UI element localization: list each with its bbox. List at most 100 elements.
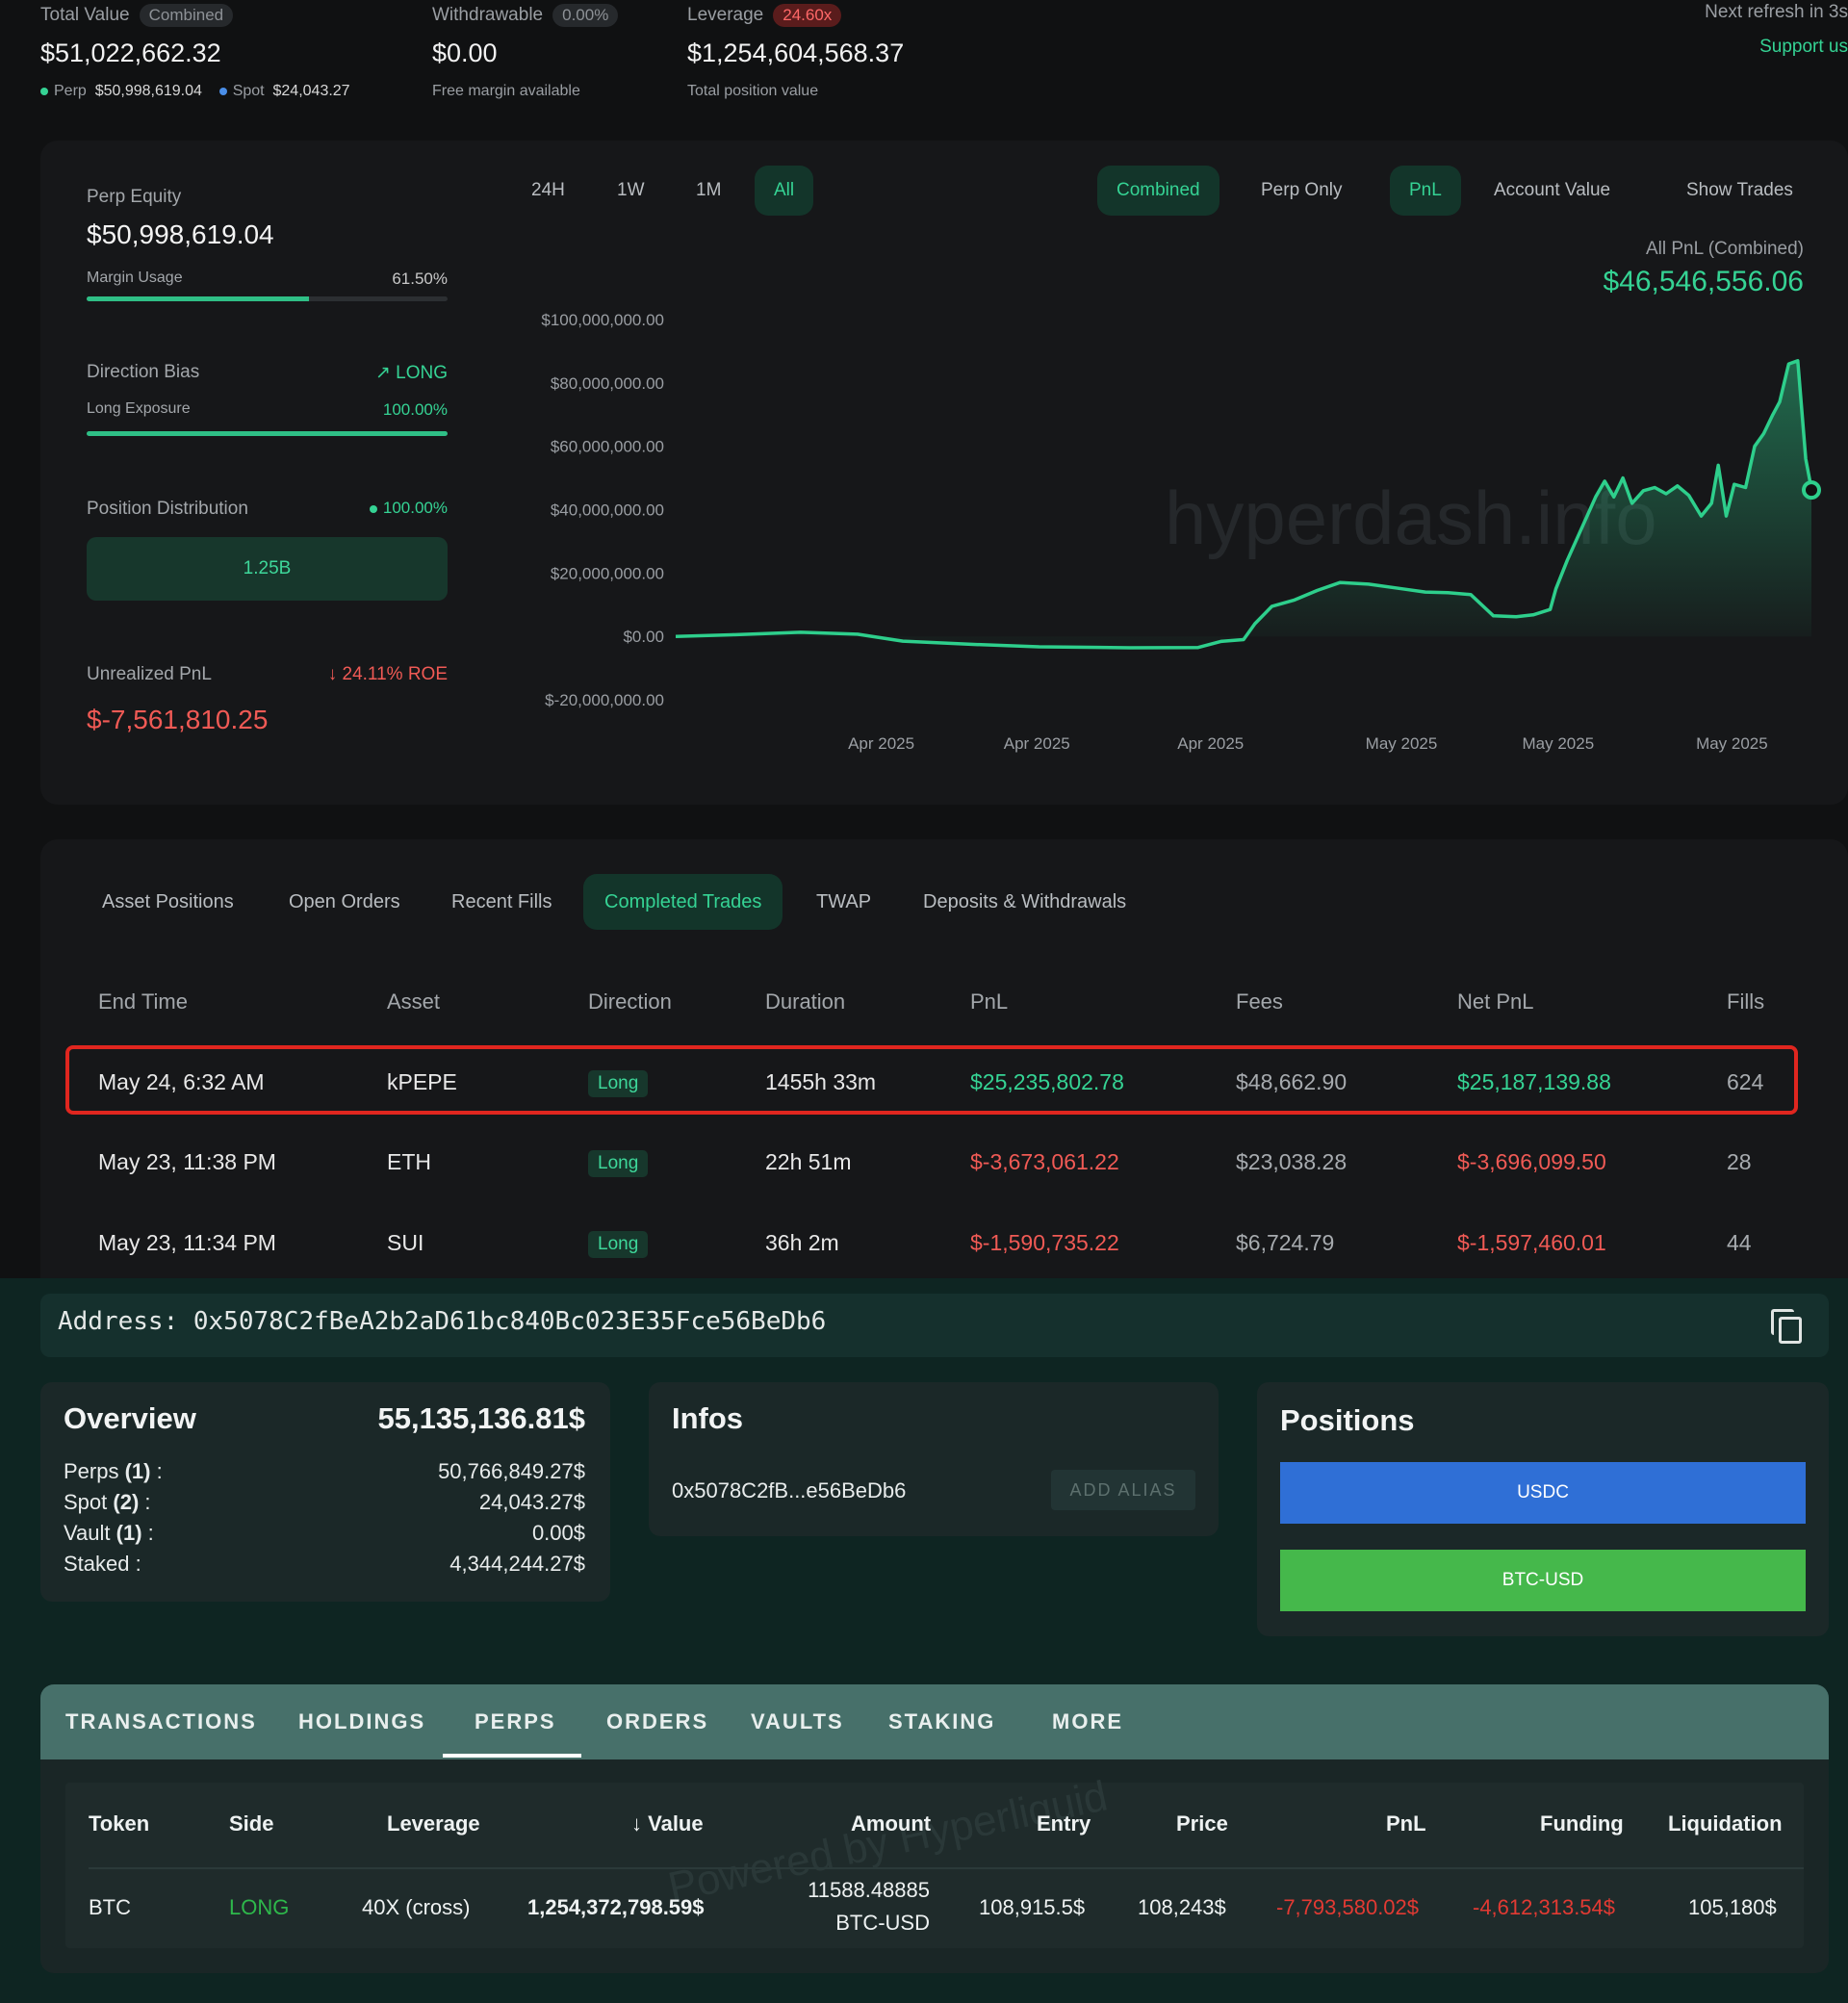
position-bar-btc-usd[interactable]: BTC-USD bbox=[1280, 1550, 1806, 1611]
add-alias-button[interactable]: ADD ALIAS bbox=[1051, 1470, 1195, 1510]
perps-label: Perps (1) : bbox=[64, 1459, 163, 1483]
x-tick-label: May 2025 bbox=[1366, 734, 1438, 753]
distribution-dot-icon bbox=[369, 504, 377, 513]
spot-label: Spot bbox=[232, 83, 265, 99]
positions-title: Positions bbox=[1280, 1403, 1415, 1437]
row-pnl: $-1,590,735.22 bbox=[970, 1230, 1119, 1255]
total-value-label-text: Total Value bbox=[40, 5, 130, 25]
tab-perps[interactable]: PERPS bbox=[475, 1709, 556, 1733]
spot-label: Spot (2) : bbox=[64, 1490, 151, 1514]
address-text[interactable]: Address: 0x5078C2fBeA2b2aD61bc840Bc023E3… bbox=[58, 1307, 827, 1336]
row-fills: 44 bbox=[1727, 1230, 1752, 1255]
tab-asset-positions[interactable]: Asset Positions bbox=[102, 891, 234, 912]
x-tick-label: May 2025 bbox=[1696, 734, 1768, 753]
perp-entry: 108,915.5$ bbox=[979, 1895, 1086, 1919]
vault-value: 0.00$ bbox=[531, 1521, 585, 1545]
row-asset: ETH bbox=[387, 1149, 431, 1174]
col-funding[interactable]: Funding bbox=[1540, 1811, 1624, 1836]
withdrawable-sub: Free margin available bbox=[432, 83, 580, 99]
unrealized-pnl-label: Unrealized PnL bbox=[87, 664, 212, 684]
table-divider bbox=[89, 1867, 1804, 1869]
staked-value: 4,344,244.27$ bbox=[449, 1552, 585, 1576]
y-tick-label: $20,000,000.00 bbox=[551, 564, 664, 582]
x-tick-label: Apr 2025 bbox=[1177, 734, 1244, 753]
col-asset[interactable]: Asset bbox=[387, 989, 441, 1014]
col-net-pnl[interactable]: Net PnL bbox=[1457, 989, 1534, 1014]
staked-label: Staked : bbox=[64, 1552, 141, 1576]
perps-label-text: Perps bbox=[64, 1459, 119, 1483]
spot-value: 24,043.27$ bbox=[478, 1490, 585, 1514]
show-trades-button[interactable]: Show Trades bbox=[1686, 180, 1793, 200]
col-entry[interactable]: Entry bbox=[1037, 1811, 1091, 1836]
perp-label: Perp bbox=[54, 83, 87, 99]
col-end-time[interactable]: End Time bbox=[98, 989, 188, 1014]
direction-bias-value: ↗ LONG bbox=[375, 362, 448, 384]
highlight-box bbox=[65, 1045, 1798, 1115]
direction-bias-label: Direction Bias bbox=[87, 362, 200, 382]
long-exposure-label: Long Exposure bbox=[87, 400, 191, 417]
x-tick-label: Apr 2025 bbox=[1004, 734, 1070, 753]
trades-card bbox=[40, 839, 1848, 1278]
range-24h-button[interactable]: 24H bbox=[531, 180, 565, 200]
col-pnl[interactable]: PnL bbox=[970, 989, 1009, 1014]
tab-recent-fills[interactable]: Recent Fills bbox=[451, 891, 552, 912]
support-link[interactable]: Support us bbox=[1759, 37, 1848, 57]
tab-transactions[interactable]: TRANSACTIONS bbox=[65, 1709, 257, 1733]
withdrawable-label-text: Withdrawable bbox=[432, 5, 544, 25]
tab-deposits-withdrawals[interactable]: Deposits & Withdrawals bbox=[923, 891, 1127, 912]
row-asset: kPEPE bbox=[387, 1069, 457, 1094]
col-token[interactable]: Token bbox=[89, 1811, 150, 1836]
col-fills[interactable]: Fills bbox=[1727, 989, 1765, 1014]
col-pnl[interactable]: PnL bbox=[1386, 1811, 1426, 1836]
tab-completed-trades[interactable]: Completed Trades bbox=[583, 874, 783, 930]
col-duration[interactable]: Duration bbox=[765, 989, 846, 1014]
margin-usage-label: Margin Usage bbox=[87, 270, 183, 286]
leverage-sub: Total position value bbox=[687, 83, 819, 99]
perp-only-button[interactable]: Perp Only bbox=[1261, 180, 1343, 200]
col-amount[interactable]: Amount bbox=[851, 1811, 932, 1836]
range-all-button[interactable]: All bbox=[755, 166, 814, 216]
spot-value: $24,043.27 bbox=[272, 83, 350, 99]
col-direction[interactable]: Direction bbox=[588, 989, 672, 1014]
col-side[interactable]: Side bbox=[229, 1811, 274, 1836]
col-fees[interactable]: Fees bbox=[1236, 989, 1283, 1014]
row-net-pnl: $-3,696,099.50 bbox=[1457, 1149, 1606, 1174]
pnl-line bbox=[675, 359, 1813, 650]
vault-count: (1) bbox=[116, 1521, 142, 1545]
chart-end-marker[interactable] bbox=[1802, 480, 1821, 501]
col-value[interactable]: ↓ Value bbox=[631, 1811, 704, 1836]
position-bar-usdc[interactable]: USDC bbox=[1280, 1462, 1806, 1524]
total-value: $51,022,662.32 bbox=[40, 39, 221, 67]
copy-icon[interactable] bbox=[1771, 1309, 1804, 1344]
range-1w-button[interactable]: 1W bbox=[617, 180, 645, 200]
tab-more[interactable]: MORE bbox=[1052, 1709, 1123, 1733]
distribution-box: 1.25B bbox=[87, 537, 448, 601]
perp-spot-breakdown: Perp $50,998,619.04 Spot $24,043.27 bbox=[40, 83, 350, 100]
col-liquidation[interactable]: Liquidation bbox=[1668, 1811, 1783, 1836]
pnl-button[interactable]: PnL bbox=[1390, 166, 1461, 216]
position-distribution-value: 100.00% bbox=[369, 499, 448, 518]
perp-side: LONG bbox=[229, 1895, 290, 1919]
perp-liquidation: 105,180$ bbox=[1688, 1895, 1777, 1919]
perps-count: (1) bbox=[124, 1459, 151, 1483]
tab-twap[interactable]: TWAP bbox=[816, 891, 872, 912]
combined-button[interactable]: Combined bbox=[1097, 166, 1219, 216]
col-leverage[interactable]: Leverage bbox=[387, 1811, 480, 1836]
withdrawable-value: $0.00 bbox=[432, 39, 498, 67]
account-value-button[interactable]: Account Value bbox=[1494, 180, 1611, 200]
range-1m-button[interactable]: 1M bbox=[696, 180, 722, 200]
tab-staking[interactable]: STAKING bbox=[888, 1709, 996, 1733]
tab-orders[interactable]: ORDERS bbox=[606, 1709, 709, 1733]
short-address[interactable]: 0x5078C2fB...e56BeDb6 bbox=[672, 1478, 907, 1502]
tab-holdings[interactable]: HOLDINGS bbox=[298, 1709, 426, 1733]
infos-title: Infos bbox=[672, 1401, 744, 1435]
combined-pill: Combined bbox=[139, 4, 234, 27]
tab-vaults[interactable]: VAULTS bbox=[751, 1709, 844, 1733]
copy-icon-front bbox=[1779, 1317, 1802, 1344]
perps-value: 50,766,849.27$ bbox=[438, 1459, 585, 1483]
row-direction-badge: Long bbox=[588, 1150, 649, 1177]
tab-open-orders[interactable]: Open Orders bbox=[289, 891, 400, 912]
col-price[interactable]: Price bbox=[1176, 1811, 1228, 1836]
perp-token: BTC bbox=[89, 1895, 131, 1919]
row-direction-badge: Long bbox=[588, 1231, 649, 1258]
